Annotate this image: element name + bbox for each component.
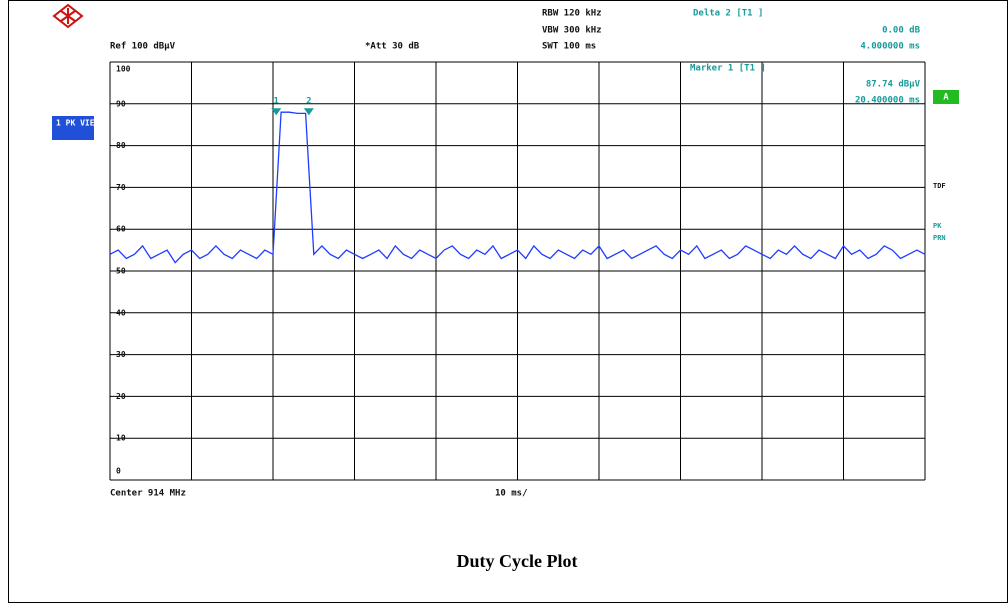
marker-label: 2 xyxy=(306,97,311,107)
y-tick-label: 20 xyxy=(116,392,126,401)
caption: Duty Cycle Plot xyxy=(457,551,578,571)
attenuation: *Att 30 dB xyxy=(365,42,420,52)
y-tick-label: 10 xyxy=(116,434,126,443)
marker-readout: 20.400000 ms xyxy=(855,96,920,106)
y-tick-label: 40 xyxy=(116,308,126,317)
rbw: RBW 120 kHz xyxy=(542,9,602,19)
y-tick-label: 90 xyxy=(116,99,126,108)
frame xyxy=(8,0,1008,603)
delta-time: 4.000000 ms xyxy=(860,42,920,52)
y-tick-label: 100 xyxy=(116,65,131,74)
screen-label: A xyxy=(943,93,949,103)
trace xyxy=(109,111,926,264)
time-per-division: 10 ms/ xyxy=(495,489,528,499)
swt: SWT 100 ms xyxy=(542,42,596,52)
delta-level: 0.00 dB xyxy=(882,26,921,36)
y-tick-label: 50 xyxy=(116,267,126,276)
logo xyxy=(52,3,84,29)
marker-readout: 87.74 dBµV xyxy=(866,80,921,90)
center-frequency: Center 914 MHz xyxy=(110,489,186,499)
ref-level: Ref 100 dBµV xyxy=(110,42,176,52)
marker-label: 1 xyxy=(274,97,279,107)
trace-mode-box xyxy=(52,116,94,140)
vbw: VBW 300 kHz xyxy=(542,26,602,36)
y-tick-label: 70 xyxy=(116,183,126,192)
y-tick-label: 80 xyxy=(116,141,126,150)
marker xyxy=(303,108,314,116)
marker-readout: Marker 1 [T1 ] xyxy=(690,64,766,74)
y-tick-label: 30 xyxy=(116,350,126,359)
marker xyxy=(271,108,282,116)
y-tick-label: 60 xyxy=(116,225,126,234)
delta-title: Delta 2 [T1 ] xyxy=(693,9,763,19)
side-label: PRN xyxy=(933,234,946,242)
screen-box xyxy=(933,90,959,104)
y-tick-label: 0 xyxy=(116,467,121,476)
side-label: TDF xyxy=(933,182,946,190)
trace-mode: 1 PK VIEW xyxy=(56,119,100,128)
side-label: PK xyxy=(933,222,942,230)
